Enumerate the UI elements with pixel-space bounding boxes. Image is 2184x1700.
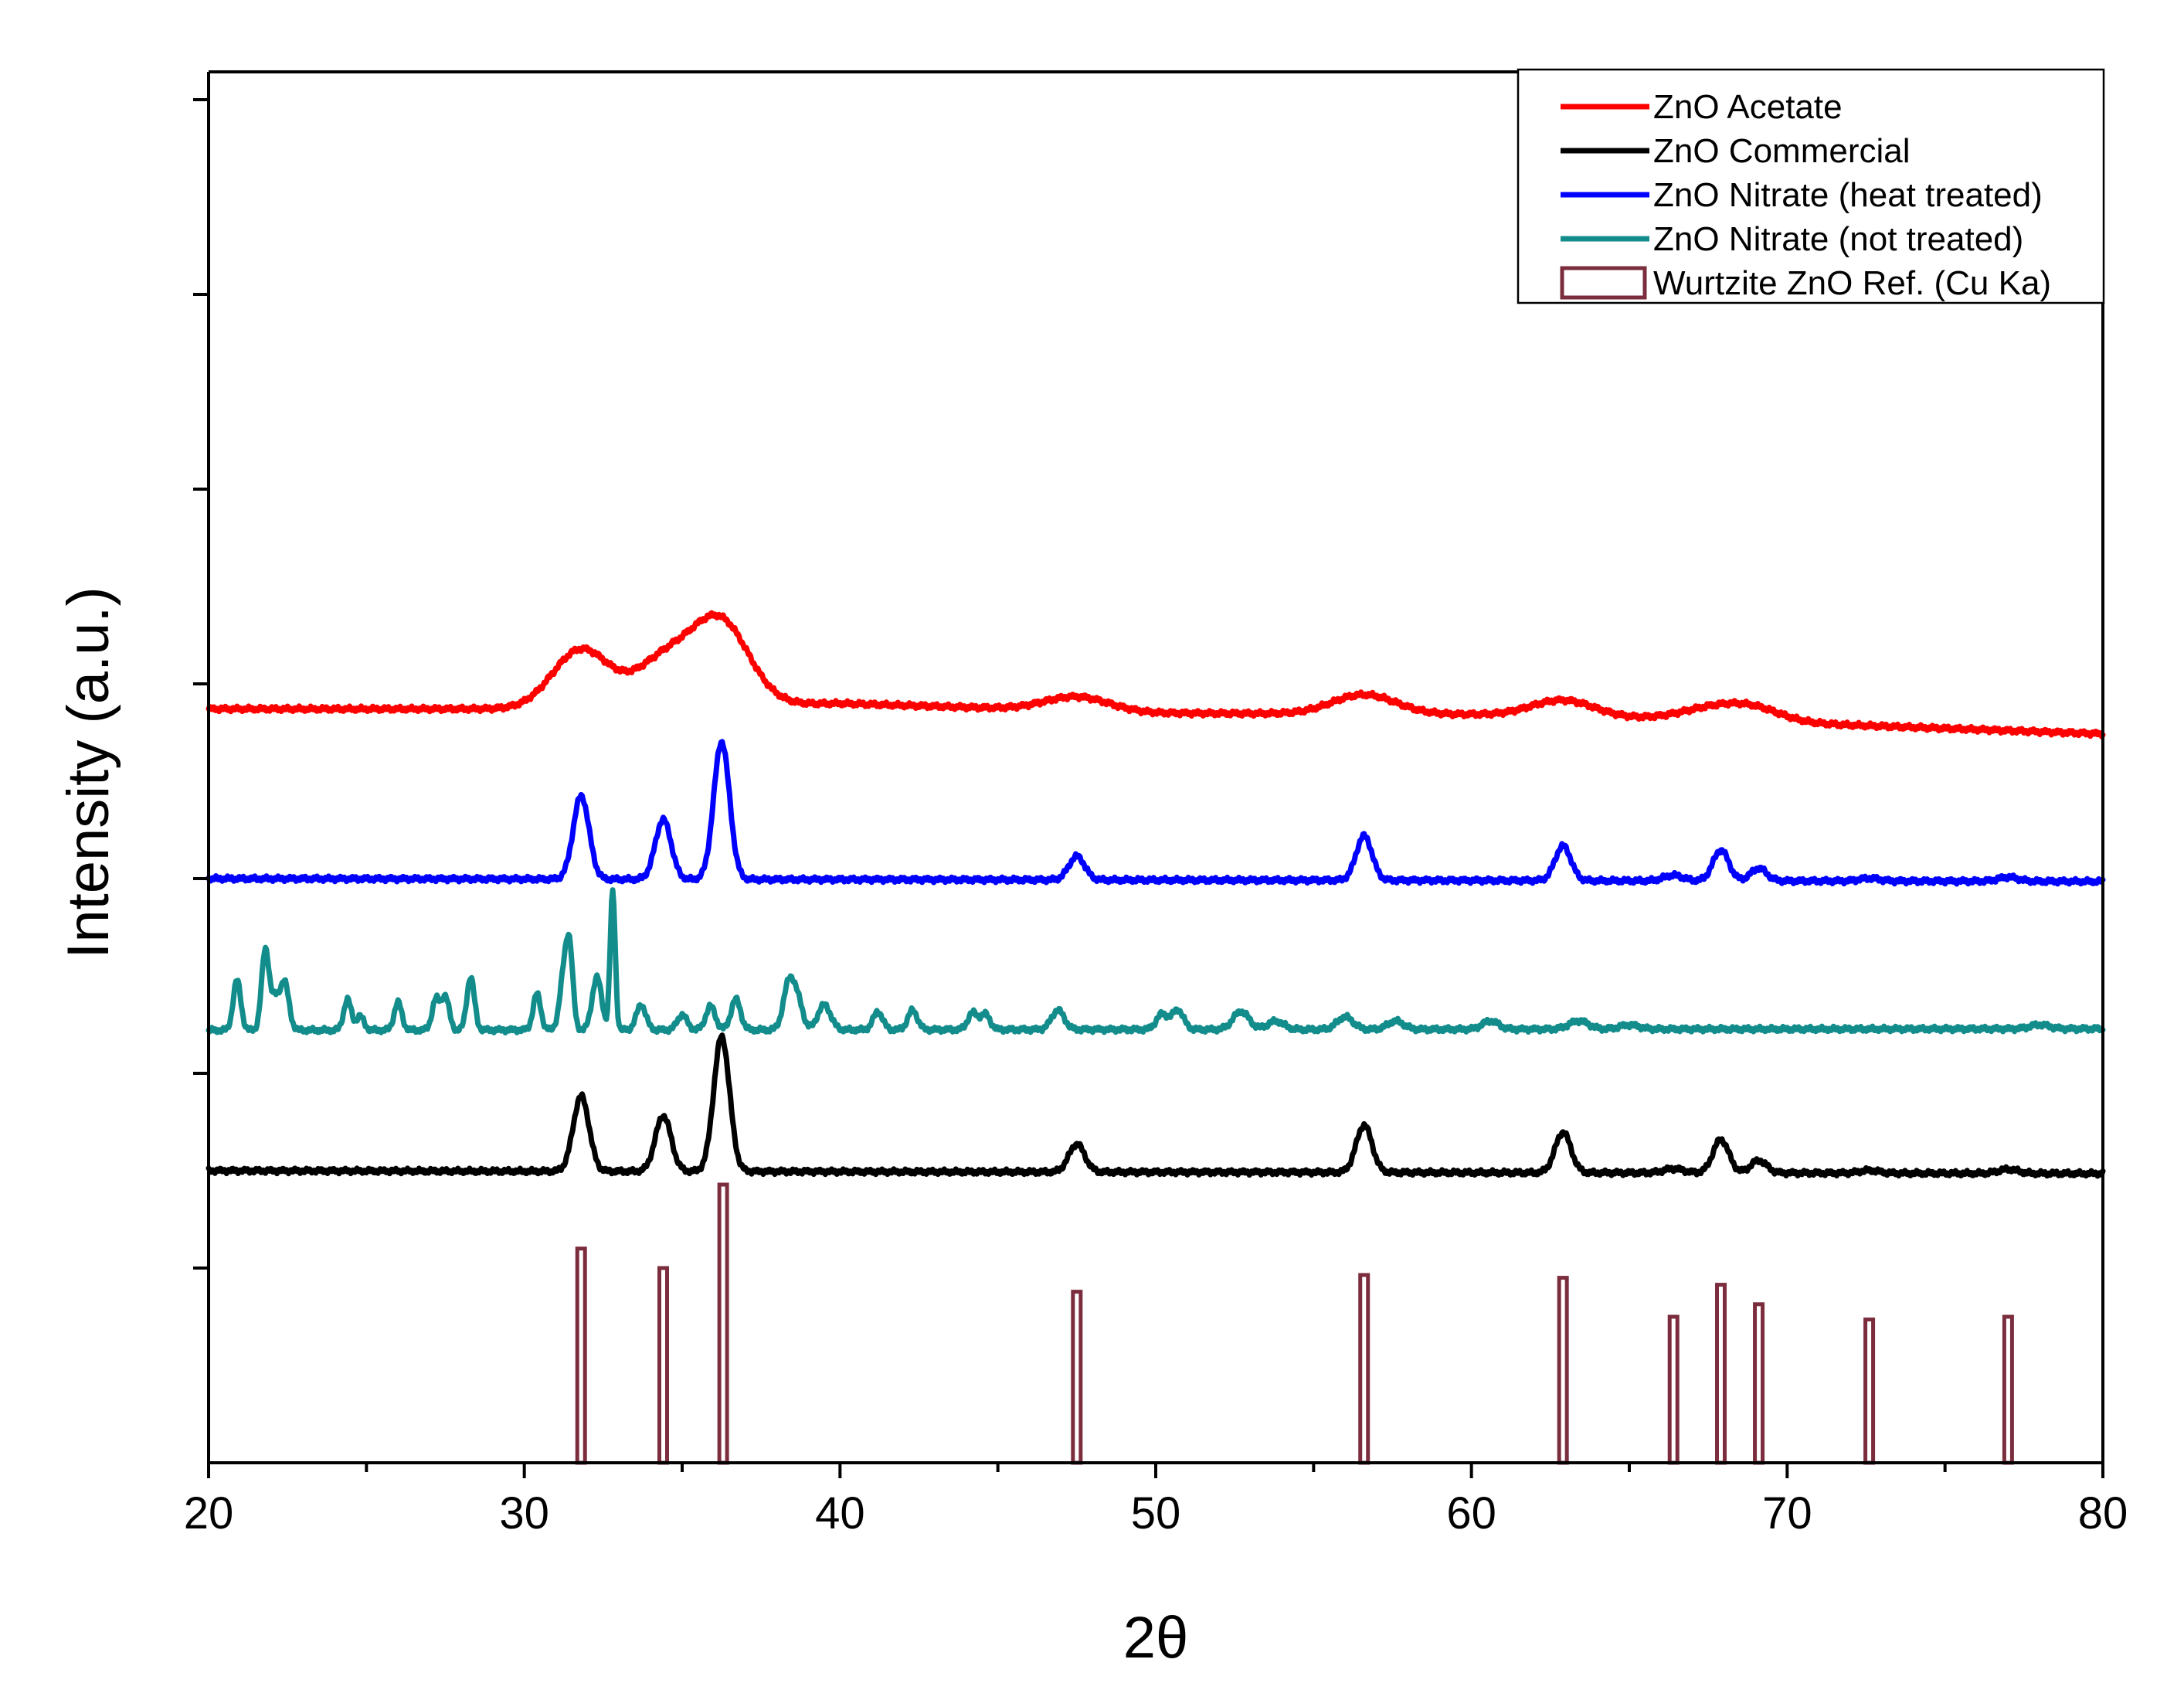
series-line-3 <box>205 887 2106 1035</box>
reference-bar <box>657 1266 669 1465</box>
legend-label: Wurtzite ZnO Ref. (Cu Ka) <box>1653 264 2051 302</box>
x-tick-label: 50 <box>1131 1488 1181 1538</box>
reference-bars <box>575 1182 2014 1465</box>
x-tick-label: 60 <box>1446 1488 1496 1538</box>
x-tick-label: 20 <box>184 1488 234 1538</box>
reference-bar <box>1557 1276 1569 1465</box>
x-tick-label: 40 <box>815 1488 865 1538</box>
x-tick-label: 70 <box>1762 1488 1812 1538</box>
x-axis-title: 2θ <box>1123 1605 1189 1671</box>
y-ticks <box>193 98 209 1270</box>
x-tick-label: 30 <box>499 1488 549 1538</box>
reference-bar <box>1358 1273 1371 1465</box>
legend-label: ZnO Nitrate (heat treated) <box>1653 176 2043 214</box>
legend-label: ZnO Nitrate (not treated) <box>1653 220 2023 258</box>
reference-bar <box>575 1246 587 1465</box>
y-axis-title: Intensity (a.u.) <box>56 586 121 959</box>
reference-bar <box>1863 1318 1876 1465</box>
reference-bar <box>1071 1290 1083 1465</box>
reference-bar <box>2002 1314 2014 1465</box>
legend: ZnO Acetate ZnO Commercial ZnO Nitrate (he… <box>1517 68 2105 304</box>
legend-swatch-bar <box>1560 266 1647 300</box>
reference-bar <box>1667 1314 1680 1465</box>
series-line-0 <box>205 610 2106 740</box>
x-ticks: 20 30 40 50 60 70 80 <box>184 1463 2128 1538</box>
x-tick-label: 80 <box>2078 1488 2128 1538</box>
series-line-2 <box>205 739 2106 887</box>
series-line-1 <box>205 1032 2106 1179</box>
legend-label: ZnO Commercial <box>1653 132 1911 170</box>
legend-items: ZnO Acetate ZnO Commercial ZnO Nitrate (he… <box>1560 88 2051 302</box>
series-layer <box>205 610 2106 1179</box>
legend-label: ZnO Acetate <box>1653 88 1843 126</box>
reference-bar <box>1753 1302 1765 1465</box>
reference-bar <box>1715 1283 1727 1465</box>
reference-bar <box>717 1182 729 1465</box>
